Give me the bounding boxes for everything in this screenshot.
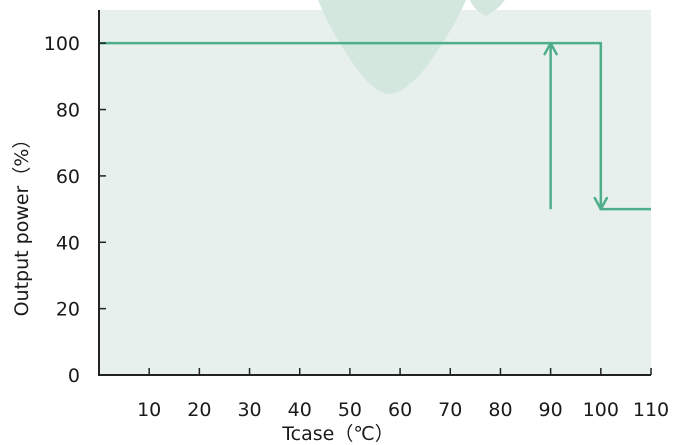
x-tick-label: 10 <box>137 399 161 421</box>
x-tick-label: 90 <box>539 399 563 421</box>
x-tick-label: 70 <box>438 399 462 421</box>
arrowhead-up <box>543 41 558 56</box>
y-tick-label: 0 <box>68 365 80 387</box>
y-tick-label: 20 <box>56 299 80 321</box>
x-tick-label: 50 <box>338 399 362 421</box>
y-tick-label: 80 <box>56 100 80 122</box>
watermark-shape <box>318 0 466 95</box>
x-tick-label: 30 <box>237 399 261 421</box>
series-line <box>99 41 651 211</box>
y-tick-label: 60 <box>56 166 80 188</box>
x-tick-label: 110 <box>633 399 669 421</box>
axes-layer: 10 20 30 40 50 60 70 80 90 100 110 0 20 40 60 80 100 <box>44 10 669 421</box>
series-layer <box>99 41 651 211</box>
x-tick-label: 80 <box>488 399 512 421</box>
x-tick-label: 20 <box>187 399 211 421</box>
y-axis-label: Output power（%） <box>11 130 33 317</box>
arrowhead-down <box>593 196 609 211</box>
watermark-shape <box>470 0 505 16</box>
y-tick-label: 40 <box>56 232 80 254</box>
x-tick-label: 60 <box>388 399 412 421</box>
x-axis-label: Tcase（℃） <box>281 423 393 445</box>
x-tick-label: 100 <box>583 399 619 421</box>
x-tick-label: 40 <box>288 399 312 421</box>
y-tick-label: 100 <box>44 33 80 55</box>
